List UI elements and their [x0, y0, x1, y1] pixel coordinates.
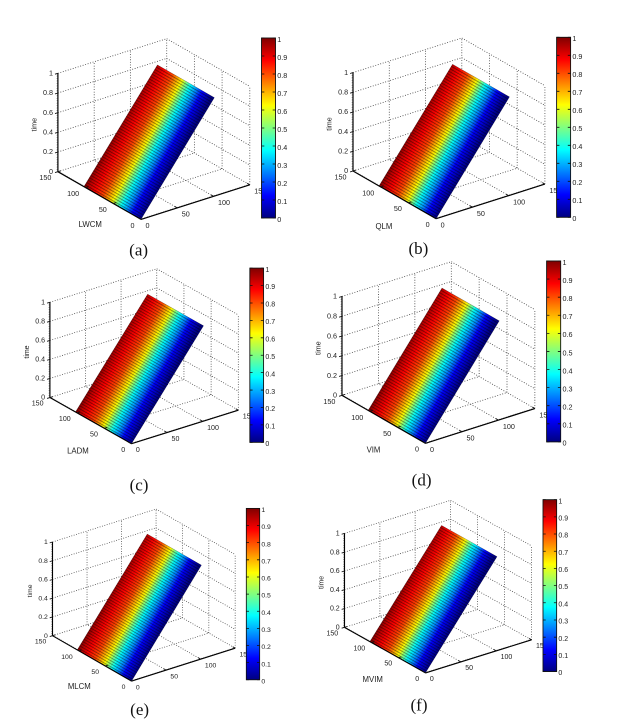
svg-text:VIM: VIM: [367, 446, 381, 455]
svg-text:(a): (a): [129, 240, 148, 259]
svg-text:LWCM: LWCM: [79, 220, 102, 229]
svg-text:MLCM: MLCM: [68, 682, 91, 691]
svg-text:(c): (c): [130, 475, 149, 494]
svg-text:LADM: LADM: [67, 447, 89, 456]
svg-text:(d): (d): [412, 470, 432, 489]
svg-text:MVIM: MVIM: [363, 675, 383, 684]
svg-text:(b): (b): [408, 239, 428, 258]
svg-text:(e): (e): [130, 700, 149, 719]
svg-text:QLM: QLM: [375, 222, 392, 231]
svg-text:(f): (f): [411, 695, 428, 714]
